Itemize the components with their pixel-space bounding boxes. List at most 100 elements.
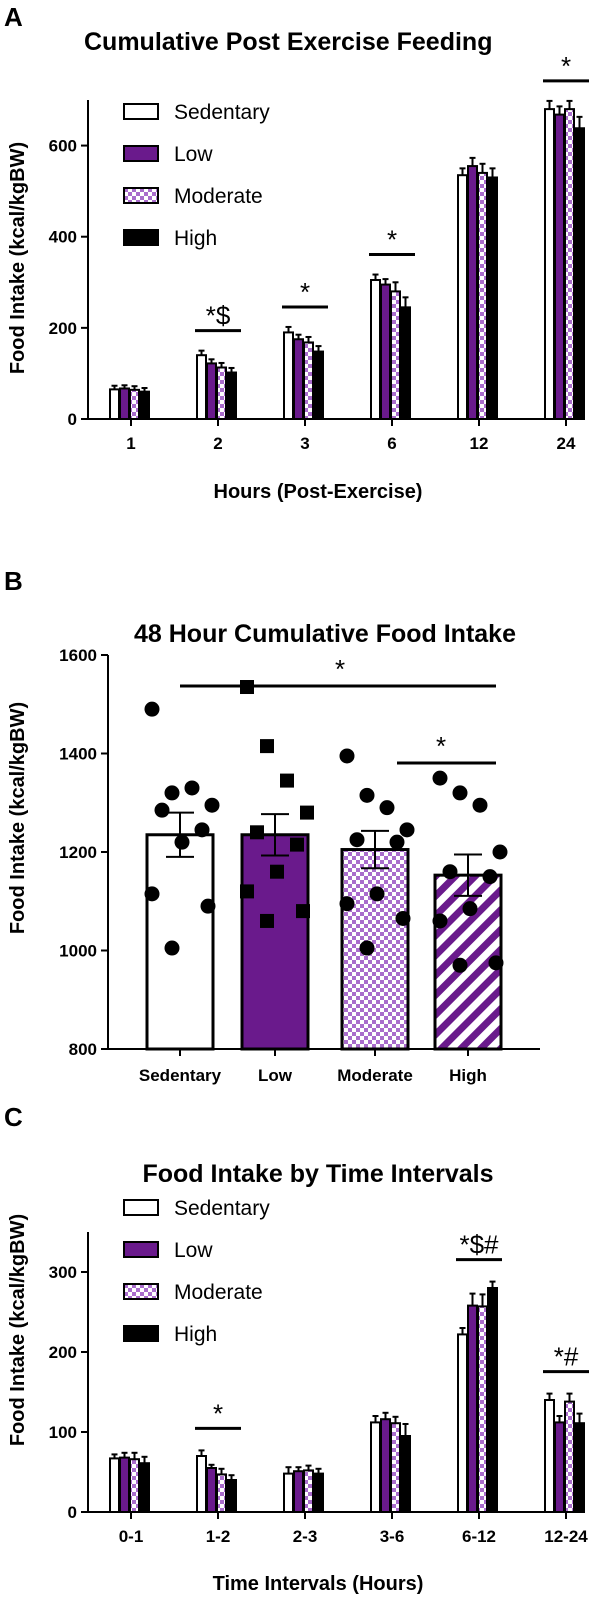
bar-high-24 — [574, 127, 585, 421]
bar-low-3 — [293, 338, 304, 420]
data-point-low — [296, 904, 310, 919]
bar-low-1-2 — [206, 1467, 217, 1513]
data-point-moderate — [339, 896, 355, 912]
legend-swatch-low — [123, 1241, 159, 1258]
bar-high-6-12 — [487, 1287, 498, 1513]
data-point-low — [260, 913, 274, 928]
bar-moderate-12-24 — [564, 1400, 575, 1513]
bar-sedentary-3-6 — [370, 1421, 381, 1514]
legend-swatch-sedentary — [123, 1199, 159, 1216]
bar-sedentary-6-12 — [457, 1333, 468, 1514]
panel-c-label: C — [4, 1102, 23, 1132]
x-tick-label: 2 — [213, 434, 222, 453]
data-point-high — [462, 901, 478, 917]
data-point-low — [250, 825, 264, 840]
legend-label-sedentary: Sedentary — [174, 1197, 270, 1220]
data-point-high — [492, 844, 508, 860]
data-point-low — [280, 773, 294, 788]
data-point-moderate — [349, 832, 365, 848]
x-tick-label: 3-6 — [380, 1527, 405, 1546]
bar-sedentary — [145, 833, 215, 1051]
bar-low-2 — [206, 362, 217, 421]
panel-a-legend: Sedentary Low Moderate High — [123, 101, 270, 250]
panel-b-title: 48 Hour Cumulative Food Intake — [134, 620, 516, 648]
y-tick-label: 0 — [68, 410, 77, 429]
panel-b-significance: ** — [180, 654, 496, 765]
data-point-sedentary — [154, 802, 170, 818]
data-point-moderate — [339, 748, 355, 764]
significance-marker: *$# — [459, 1230, 499, 1260]
significance-marker: * — [335, 654, 345, 684]
data-point-sedentary — [184, 780, 200, 796]
bar-moderate-12 — [477, 171, 488, 420]
panel-c: C Food Intake by Time Intervals Food Int… — [4, 1102, 589, 1595]
y-tick-label: 1600 — [59, 646, 97, 665]
panel-a-x-axis: 1 2 3 6 12 24 — [88, 418, 583, 453]
legend-label-sedentary: Sedentary — [174, 101, 270, 124]
x-tick-label: 12 — [470, 434, 489, 453]
bar-high-6 — [400, 306, 411, 421]
panel-a-y-axis-label: Food Intake (kcal/kgBW) — [7, 142, 29, 374]
panel-a: A Cumulative Post Exercise Feeding Food … — [4, 2, 589, 503]
x-tick-label: 3 — [300, 434, 309, 453]
bar-high-2-3 — [313, 1472, 324, 1513]
bar-low-3-6 — [380, 1418, 391, 1513]
y-tick-label: 200 — [49, 1343, 77, 1362]
data-point-high — [488, 955, 504, 971]
y-tick-label: 300 — [49, 1263, 77, 1282]
data-point-moderate — [399, 822, 415, 838]
legend-swatch-sedentary — [123, 103, 159, 120]
x-tick-label: Moderate — [337, 1066, 413, 1085]
panel-a-label: A — [4, 2, 23, 32]
data-point-high — [432, 913, 448, 929]
bar-moderate-0-1 — [129, 1458, 140, 1513]
legend-label-moderate: Moderate — [174, 1281, 263, 1304]
x-tick-label: High — [449, 1066, 487, 1085]
panel-c-legend: Sedentary Low Moderate High — [123, 1197, 270, 1346]
data-point-sedentary — [200, 898, 216, 914]
legend-swatch-moderate — [123, 1283, 159, 1300]
bar-sedentary-1 — [109, 388, 120, 420]
data-point-sedentary — [164, 785, 180, 801]
panel-c-y-axis-label: Food Intake (kcal/kgBW) — [7, 1214, 29, 1446]
significance-marker: * — [387, 225, 397, 255]
bar-high-12 — [487, 176, 498, 420]
data-point-low — [300, 805, 314, 820]
panel-c-bars — [109, 1280, 585, 1514]
bar-low-6-12 — [467, 1304, 478, 1513]
bar-moderate-24 — [564, 108, 575, 420]
data-point-high — [442, 864, 458, 880]
data-point-moderate — [359, 940, 375, 956]
bar-sedentary-0-1 — [109, 1457, 120, 1514]
legend-swatch-high — [123, 1325, 159, 1342]
data-point-moderate — [395, 910, 411, 926]
bar-high-1-2 — [226, 1479, 237, 1513]
data-point-sedentary — [204, 797, 220, 813]
panel-a-y-axis: 0 200 400 600 — [49, 100, 89, 429]
bar-sedentary-3 — [283, 331, 294, 420]
bar-moderate-3 — [303, 341, 314, 420]
panel-a-title: Cumulative Post Exercise Feeding — [84, 28, 492, 56]
significance-marker: *$ — [206, 301, 231, 331]
bar-sedentary-6 — [370, 279, 381, 420]
panel-a-x-axis-label: Hours (Post-Exercise) — [214, 481, 423, 503]
data-point-low — [260, 739, 274, 754]
bar-sedentary-12-24 — [544, 1399, 555, 1513]
x-tick-label: 2-3 — [293, 1527, 318, 1546]
y-tick-label: 0 — [68, 1503, 77, 1522]
legend-swatch-high — [123, 229, 159, 246]
bar-moderate-3-6 — [390, 1422, 401, 1513]
data-point-moderate — [359, 787, 375, 803]
bar-sedentary-2-3 — [283, 1472, 294, 1513]
legend-swatch-moderate — [123, 187, 159, 204]
bar-high-12-24 — [574, 1422, 585, 1513]
legend-label-low: Low — [174, 1239, 213, 1262]
bar-low-24 — [554, 113, 565, 420]
bar-low-12 — [467, 165, 478, 420]
bar-high-1 — [139, 390, 150, 420]
data-point-sedentary — [174, 834, 190, 850]
panel-c-y-axis: 0 100 200 300 — [49, 1232, 89, 1522]
bar-low-12-24 — [554, 1421, 565, 1514]
panel-b-x-axis: Sedentary Low Moderate High — [108, 1048, 540, 1085]
bar-moderate-2 — [216, 366, 227, 420]
